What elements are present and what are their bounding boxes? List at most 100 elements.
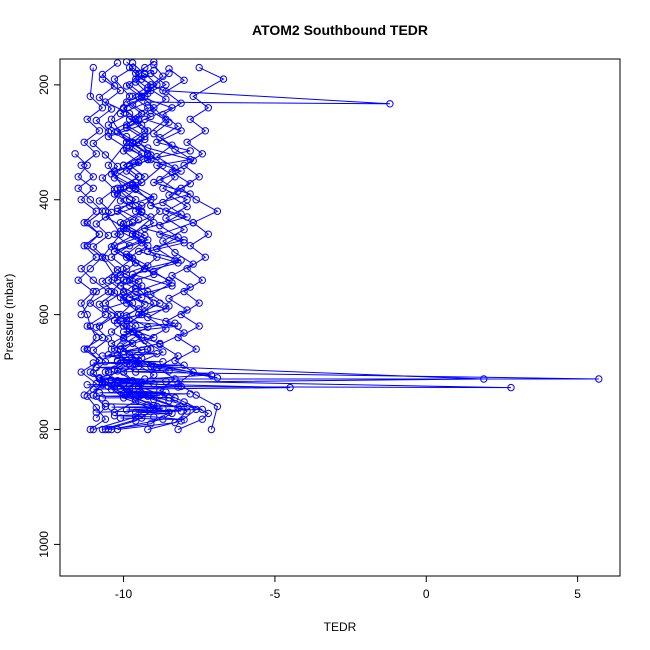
data-point xyxy=(98,174,107,182)
data-point xyxy=(195,299,203,307)
data-point xyxy=(162,214,170,222)
data-point xyxy=(168,282,176,290)
data-point xyxy=(174,333,182,342)
data-point xyxy=(104,128,113,136)
data-point xyxy=(147,362,155,370)
data-point xyxy=(122,265,131,273)
data-point xyxy=(119,105,128,113)
data-point xyxy=(147,112,155,121)
series-line-13 xyxy=(96,73,212,413)
data-point xyxy=(183,196,191,204)
data-point xyxy=(156,230,164,238)
data-point xyxy=(110,174,119,182)
data-point xyxy=(135,216,143,224)
data-point xyxy=(186,155,194,164)
data-point xyxy=(147,81,155,89)
data-point xyxy=(168,409,176,418)
data-point xyxy=(119,147,128,155)
data-point xyxy=(86,265,95,273)
series-line-8 xyxy=(155,68,210,430)
data-point xyxy=(180,287,188,296)
data-point xyxy=(107,115,116,124)
data-point xyxy=(138,92,146,101)
data-point xyxy=(125,144,134,152)
data-point xyxy=(141,115,149,124)
data-point xyxy=(183,265,191,273)
data-point xyxy=(98,352,107,360)
data-point xyxy=(132,285,140,293)
y-tick-label: 600 xyxy=(37,304,51,324)
data-point xyxy=(92,404,101,412)
data-point xyxy=(183,202,191,211)
data-point xyxy=(89,63,98,72)
data-point xyxy=(110,247,119,256)
x-tick-label: -5 xyxy=(270,587,281,601)
data-point xyxy=(86,92,95,101)
data-point xyxy=(507,383,515,392)
data-point xyxy=(107,105,116,113)
data-point xyxy=(116,230,125,238)
data-point xyxy=(128,270,137,279)
data-point xyxy=(141,63,149,72)
data-point xyxy=(195,322,203,330)
data-point xyxy=(171,145,179,153)
data-point xyxy=(147,213,155,221)
data-point xyxy=(153,244,161,253)
data-point xyxy=(119,220,128,228)
data-point xyxy=(162,377,170,385)
data-point xyxy=(125,253,134,261)
marker-layer xyxy=(71,58,603,434)
data-point xyxy=(159,184,167,193)
data-point xyxy=(138,354,146,362)
data-point xyxy=(156,339,164,348)
data-point xyxy=(89,184,98,193)
data-point xyxy=(147,201,155,210)
data-point xyxy=(132,368,140,376)
data-point xyxy=(141,135,149,144)
data-point xyxy=(101,213,110,221)
data-point xyxy=(204,104,213,112)
data-point xyxy=(180,161,188,170)
data-point xyxy=(180,329,188,337)
data-point xyxy=(201,127,210,135)
data-point xyxy=(125,92,134,101)
data-point xyxy=(80,345,88,353)
data-point xyxy=(122,406,131,414)
data-point xyxy=(128,360,137,368)
data-point xyxy=(107,403,116,411)
data-point xyxy=(128,230,137,238)
data-point xyxy=(74,276,82,284)
data-point xyxy=(122,312,131,320)
data-point xyxy=(162,388,170,396)
data-point xyxy=(135,138,143,147)
data-point xyxy=(141,224,149,233)
data-point xyxy=(125,201,134,210)
data-point xyxy=(180,76,188,85)
data-point xyxy=(77,196,85,204)
data-point xyxy=(92,333,101,342)
data-point xyxy=(147,155,155,164)
data-point xyxy=(116,197,125,205)
data-point xyxy=(95,93,104,102)
data-point xyxy=(104,368,113,376)
data-point xyxy=(180,416,188,424)
data-point xyxy=(153,350,161,358)
data-point xyxy=(92,408,101,416)
data-point xyxy=(189,92,197,101)
data-point xyxy=(144,401,152,409)
data-point xyxy=(138,310,146,319)
data-point xyxy=(165,69,173,78)
data-point xyxy=(74,184,82,193)
data-point xyxy=(138,236,146,244)
data-point xyxy=(144,127,152,135)
data-point xyxy=(95,389,104,397)
data-point xyxy=(198,415,207,423)
data-point xyxy=(162,207,170,215)
data-point xyxy=(180,361,188,369)
data-point xyxy=(116,86,125,95)
data-point xyxy=(132,196,140,204)
data-point xyxy=(89,359,98,367)
data-point xyxy=(207,371,216,379)
data-point xyxy=(150,395,158,404)
